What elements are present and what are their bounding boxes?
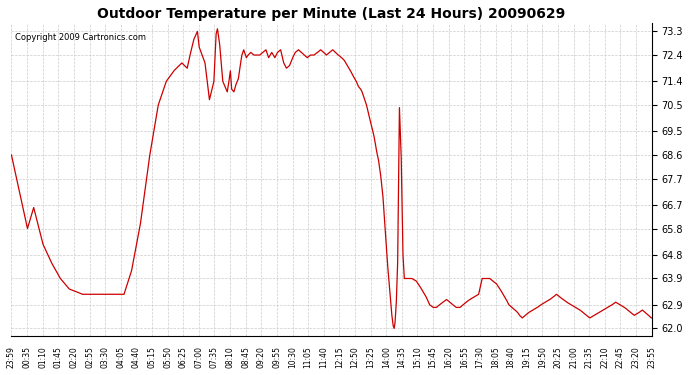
Text: Copyright 2009 Cartronics.com: Copyright 2009 Cartronics.com [14, 33, 146, 42]
Title: Outdoor Temperature per Minute (Last 24 Hours) 20090629: Outdoor Temperature per Minute (Last 24 … [97, 7, 566, 21]
